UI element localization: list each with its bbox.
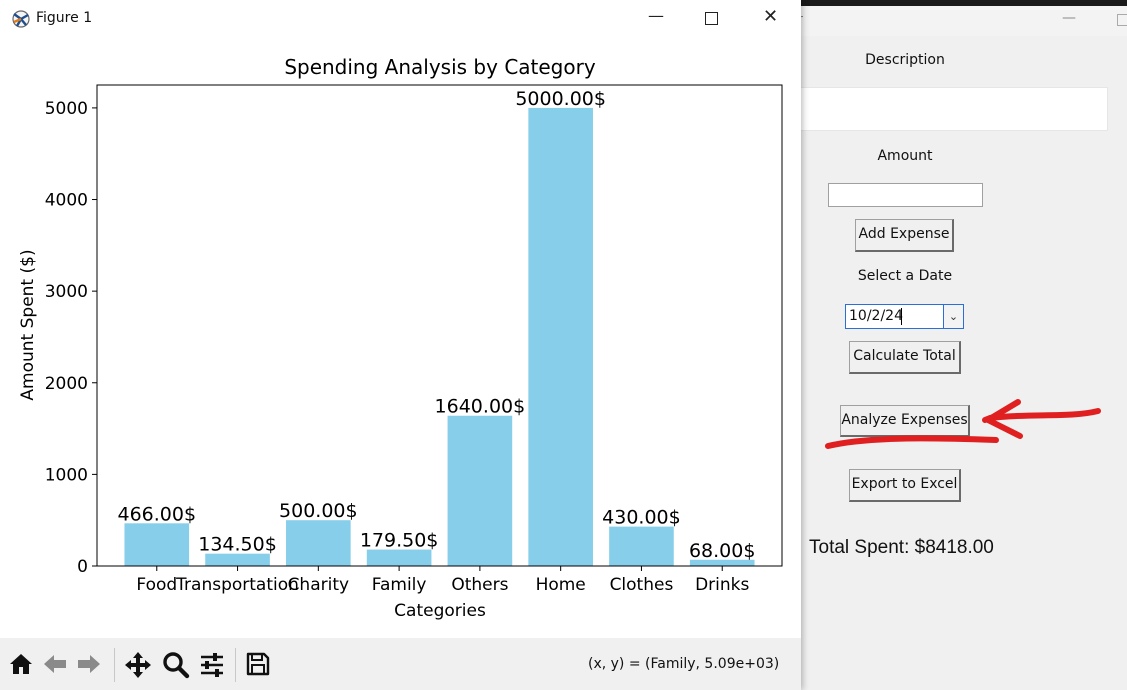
app-titlebar bbox=[790, 6, 1127, 36]
figure-window: Figure 1 — ✕ 466.00$ 134.50$ 500.00$ 179.50… bbox=[0, 0, 801, 690]
amount-input[interactable] bbox=[828, 183, 983, 207]
save-icon[interactable] bbox=[245, 651, 271, 677]
description-input[interactable] bbox=[800, 87, 1108, 131]
y-tick-label: 2000 bbox=[45, 374, 88, 394]
app-minimize-icon[interactable]: — bbox=[1062, 10, 1076, 26]
y-tick-label: 3000 bbox=[45, 282, 88, 302]
text-caret bbox=[901, 308, 902, 325]
data-label: 500.00$ bbox=[279, 500, 358, 522]
bar-charity bbox=[286, 520, 351, 566]
select-date-label: Select a Date bbox=[857, 268, 953, 284]
pan-icon[interactable] bbox=[124, 651, 152, 679]
amount-label: Amount bbox=[877, 148, 933, 164]
home-icon[interactable] bbox=[8, 651, 34, 677]
data-label: 134.50$ bbox=[198, 534, 277, 556]
bar-drinks bbox=[689, 559, 755, 566]
configure-subplots-icon[interactable] bbox=[198, 651, 226, 679]
cursor-coordinates-readout: (x, y) = (Family, 5.09e+03) bbox=[588, 656, 780, 672]
y-axis-label: Amount Spent ($) bbox=[18, 249, 38, 400]
x-tick-label: Clothes bbox=[610, 575, 674, 595]
data-label: 466.00$ bbox=[117, 503, 196, 525]
data-label: 179.50$ bbox=[360, 530, 439, 552]
total-spent-label: Total Spent: $8418.00 bbox=[809, 537, 994, 558]
close-icon[interactable]: ✕ bbox=[763, 6, 779, 27]
y-tick-label: 1000 bbox=[45, 465, 88, 485]
data-label: 1640.00$ bbox=[435, 396, 526, 418]
y-tick-label: 4000 bbox=[45, 191, 88, 211]
description-label: Description bbox=[865, 52, 945, 68]
x-tick-label: Family bbox=[372, 575, 427, 595]
toolbar-separator bbox=[114, 648, 115, 682]
bar-food bbox=[124, 523, 190, 566]
forward-arrow-icon[interactable] bbox=[76, 651, 102, 677]
matplotlib-logo-icon bbox=[12, 10, 30, 28]
bar-transportation bbox=[205, 553, 270, 566]
data-label: 5000.00$ bbox=[515, 88, 606, 110]
x-tick-label: Transportation bbox=[175, 575, 299, 595]
axes-frame bbox=[96, 84, 783, 567]
app-maximize-icon[interactable] bbox=[1117, 14, 1127, 26]
x-tick-label: Drinks bbox=[695, 575, 749, 595]
maximize-icon[interactable] bbox=[705, 12, 718, 25]
x-tick-label: Home bbox=[536, 575, 586, 595]
zoom-icon[interactable] bbox=[162, 651, 190, 679]
x-tick-label: Others bbox=[451, 575, 508, 595]
red-arrow-annotation bbox=[825, 399, 1101, 449]
chevron-down-icon[interactable]: ⌄ bbox=[943, 305, 963, 328]
x-tick-label: Charity bbox=[288, 575, 350, 595]
data-label: 430.00$ bbox=[602, 507, 681, 529]
bar-home bbox=[528, 107, 593, 567]
calculate-total-button[interactable]: Calculate Total bbox=[849, 341, 961, 374]
export-to-excel-button[interactable]: Export to Excel bbox=[849, 469, 961, 502]
figure-titlebar: Figure 1 — ✕ bbox=[0, 0, 801, 38]
date-value: 10/2/24 bbox=[849, 308, 903, 324]
chart-title: Spending Analysis by Category bbox=[284, 55, 596, 79]
back-arrow-icon[interactable] bbox=[42, 651, 68, 677]
bar-others bbox=[447, 415, 513, 566]
minimize-icon[interactable]: — bbox=[648, 6, 664, 25]
y-tick-label: 5000 bbox=[45, 99, 88, 119]
bar-family bbox=[366, 549, 432, 566]
toolbar-separator bbox=[235, 648, 236, 682]
y-tick-label: 0 bbox=[77, 557, 88, 577]
data-label: 68.00$ bbox=[689, 540, 755, 562]
bar-chart: 466.00$134.50$500.00$179.50$ 1640.00$ 5000… bbox=[18, 55, 783, 621]
bar-clothes bbox=[609, 526, 674, 566]
figure-title: Figure 1 bbox=[36, 10, 93, 26]
add-expense-button[interactable]: Add Expense bbox=[855, 219, 954, 252]
x-tick-label: Food bbox=[136, 575, 177, 595]
date-picker[interactable]: 10/2/24 ⌄ bbox=[845, 304, 964, 329]
x-axis-label: Categories bbox=[394, 601, 486, 621]
